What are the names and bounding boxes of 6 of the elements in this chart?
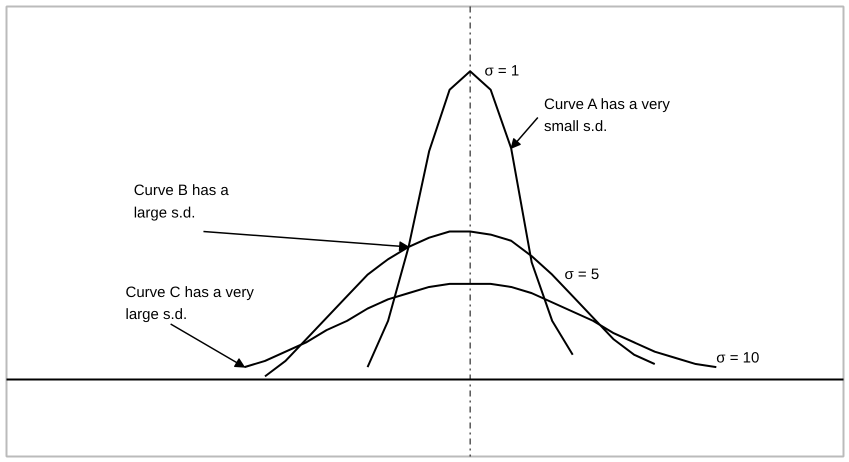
series-label: σ = 10 — [716, 349, 760, 366]
series-label: σ = 1 — [484, 62, 520, 80]
annotation: Curve C has a very large s.d. — [125, 284, 254, 323]
annotation: Curve B has a large s.d. — [134, 182, 230, 222]
annotation: Curve A has a very small s.d. — [544, 96, 670, 135]
series-label: σ = 5 — [564, 266, 600, 284]
